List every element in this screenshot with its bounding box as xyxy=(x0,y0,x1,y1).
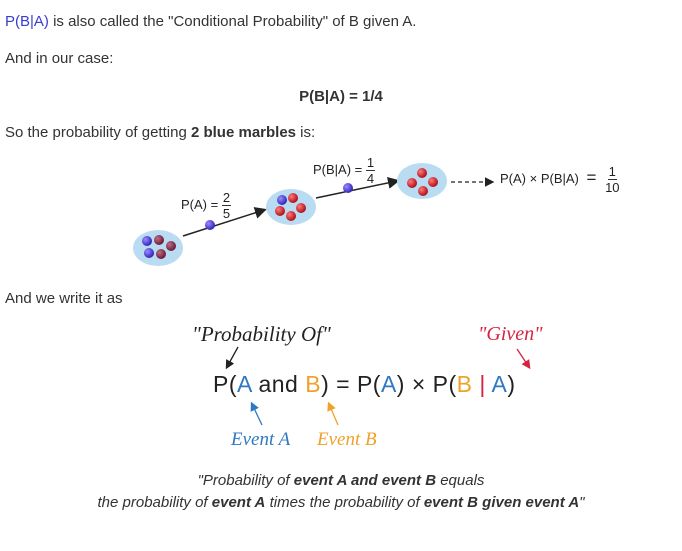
event-a-arrow xyxy=(250,401,263,426)
marble-diagram xyxy=(133,163,495,266)
given-label: "Given" xyxy=(478,323,543,345)
blue-marble xyxy=(144,248,154,258)
quote-line-1: "Probability of event A and event B equa… xyxy=(197,472,485,489)
purple-marble xyxy=(166,241,176,251)
prob-line-after: is: xyxy=(296,124,316,141)
conditional-term: P(B|A) xyxy=(5,13,49,30)
prob-line-bold: 2 blue marbles xyxy=(190,124,297,141)
red-marble xyxy=(286,211,296,221)
red-marble xyxy=(296,203,306,213)
blue-marble xyxy=(343,183,353,193)
probability-line: So the probability of getting 2 blue mar… xyxy=(5,124,315,141)
result-equation: P(B|A) = 1/4 xyxy=(299,88,383,105)
event-b-label: Event B xyxy=(317,429,377,450)
write-text: And we write it as xyxy=(5,290,123,307)
event-b-arrow xyxy=(327,401,339,426)
product-label: P(A) × P(B|A) = 1 10 xyxy=(500,164,620,195)
given-arrow xyxy=(516,348,531,370)
prob-line-before: So the probability of getting xyxy=(5,124,191,141)
event-a-label: Event A xyxy=(231,429,291,450)
result-fraction: 1 10 xyxy=(605,164,620,195)
event-a-symbol: A xyxy=(237,371,252,397)
intro-text: is also called the "Conditional Probabil… xyxy=(48,13,417,30)
prob-of-arrow xyxy=(225,346,239,370)
explanation-quote: "Probability of event A and event B equa… xyxy=(0,470,682,514)
purple-marble xyxy=(154,235,164,245)
arrow-1 xyxy=(182,207,267,237)
blue-marble xyxy=(142,236,152,246)
blue-marble xyxy=(205,220,215,230)
red-marble xyxy=(418,186,428,196)
bowl-2 xyxy=(266,189,316,225)
red-marble xyxy=(275,206,285,216)
red-marble xyxy=(417,168,427,178)
bowl-3 xyxy=(397,163,447,199)
event-b-symbol: B xyxy=(305,371,322,397)
purple-marble xyxy=(156,249,166,259)
arrow-2 xyxy=(315,176,400,199)
red-marble xyxy=(407,178,417,188)
annotation-arrows xyxy=(225,346,531,426)
blue-marble xyxy=(277,195,287,205)
case-text: And in our case: xyxy=(5,50,114,67)
given-bar: | xyxy=(479,371,486,397)
red-marble xyxy=(288,193,298,203)
probability-formula: P(A and B) = P(A) × P(B | A) xyxy=(213,371,516,397)
red-marble xyxy=(428,177,438,187)
quote-line-2: the probability of event A times the pro… xyxy=(97,494,585,511)
intro-line: P(B|A) is also called the "Conditional P… xyxy=(5,13,416,30)
bowl-1 xyxy=(133,230,183,266)
prob-of-label: "Probability Of" xyxy=(192,322,331,346)
